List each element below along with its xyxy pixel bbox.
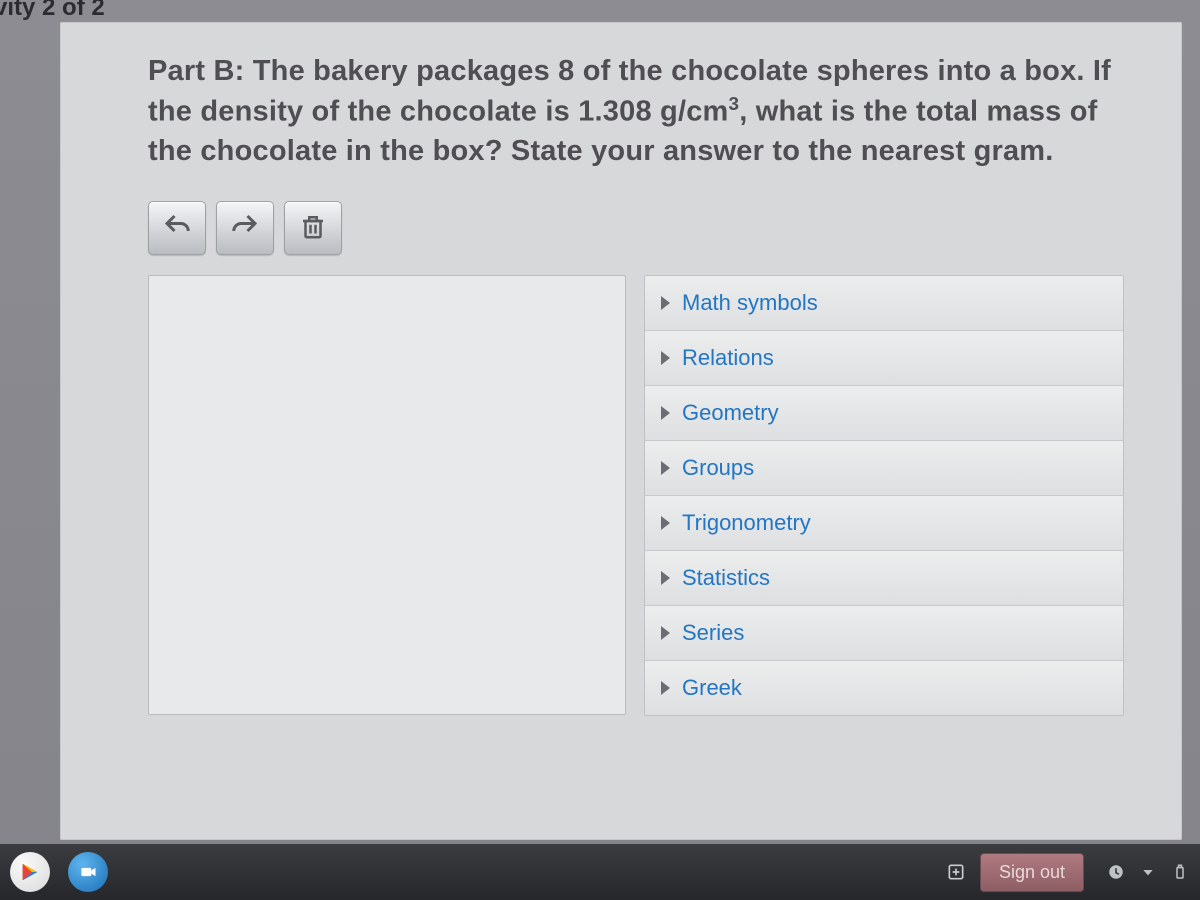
trash-icon: [298, 211, 328, 246]
play-store-icon[interactable]: [10, 852, 50, 892]
undo-icon: [162, 211, 192, 246]
symbol-category-label: Greek: [682, 675, 742, 701]
symbol-category-groups[interactable]: Groups: [645, 441, 1123, 496]
symbol-category-label: Geometry: [682, 400, 779, 426]
symbol-category-series[interactable]: Series: [645, 606, 1123, 661]
chevron-right-icon: [661, 516, 670, 530]
symbol-category-label: Math symbols: [682, 290, 818, 316]
chevron-right-icon: [661, 626, 670, 640]
answer-input[interactable]: [148, 275, 626, 715]
activity-breadcrumb: vity 2 of 2: [0, 0, 105, 22]
symbol-category-label: Statistics: [682, 565, 770, 591]
redo-button[interactable]: [216, 201, 274, 255]
chevron-right-icon: [661, 571, 670, 585]
os-taskbar: Sign out: [0, 844, 1200, 900]
symbol-category-label: Relations: [682, 345, 774, 371]
editor-toolbar: [148, 201, 1124, 255]
dropdown-tray-icon[interactable]: [1138, 862, 1158, 882]
symbol-category-trigonometry[interactable]: Trigonometry: [645, 496, 1123, 551]
question-prefix: Part B:: [148, 55, 253, 87]
redo-icon: [230, 211, 260, 246]
sign-out-button[interactable]: Sign out: [980, 853, 1084, 892]
chevron-right-icon: [661, 406, 670, 420]
camera-app-icon[interactable]: [68, 852, 108, 892]
chevron-right-icon: [661, 461, 670, 475]
symbol-category-label: Trigonometry: [682, 510, 811, 536]
symbol-category-geometry[interactable]: Geometry: [645, 386, 1123, 441]
symbol-palette: Math symbols Relations Geometry Groups T…: [644, 275, 1124, 716]
chevron-right-icon: [661, 681, 670, 695]
chevron-right-icon: [661, 351, 670, 365]
question-exponent: 3: [729, 93, 740, 114]
symbol-category-greek[interactable]: Greek: [645, 661, 1123, 715]
symbol-category-statistics[interactable]: Statistics: [645, 551, 1123, 606]
question-text: Part B: The bakery packages 8 of the cho…: [148, 52, 1124, 171]
battery-tray-icon[interactable]: [1170, 862, 1190, 882]
question-card: Part B: The bakery packages 8 of the cho…: [60, 22, 1182, 840]
chevron-right-icon: [661, 296, 670, 310]
symbol-category-relations[interactable]: Relations: [645, 331, 1123, 386]
symbol-category-label: Groups: [682, 455, 754, 481]
symbol-category-math-symbols[interactable]: Math symbols: [645, 276, 1123, 331]
symbol-category-label: Series: [682, 620, 744, 646]
undo-button[interactable]: [148, 201, 206, 255]
clear-button[interactable]: [284, 201, 342, 255]
update-tray-icon[interactable]: [1106, 862, 1126, 882]
screenshot-tray-icon[interactable]: [946, 862, 966, 882]
